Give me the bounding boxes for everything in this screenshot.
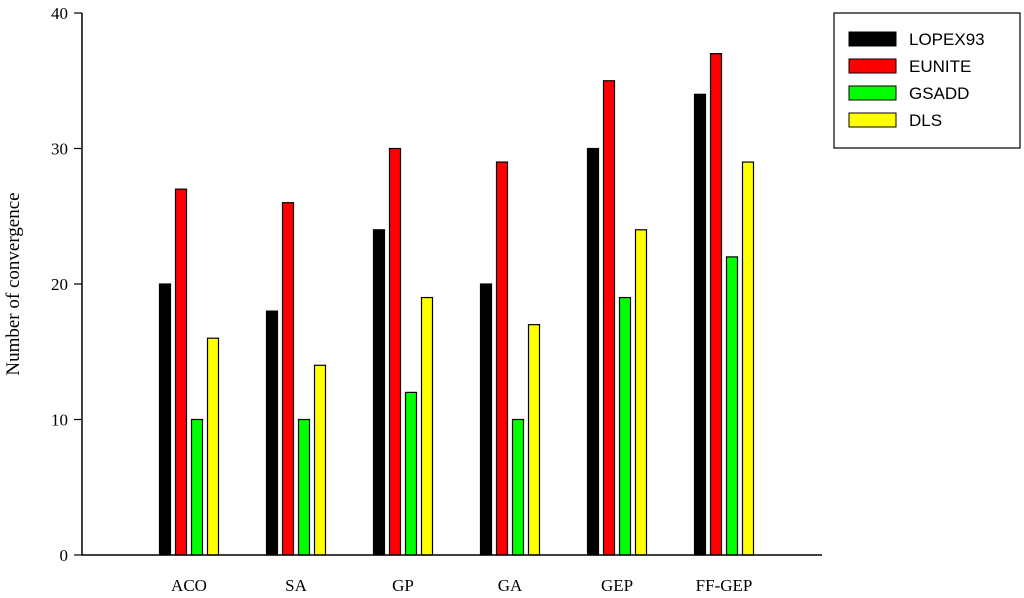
legend-swatch-dls	[848, 112, 897, 128]
x-tick-label: GEP	[601, 576, 633, 595]
bar-eunite-ga	[495, 161, 509, 556]
legend-swatch-eunite	[848, 58, 897, 74]
bar-gsadd-ga	[511, 418, 525, 556]
bar-dls-aco	[206, 337, 220, 556]
legend-label-eunite: EUNITE	[909, 57, 971, 76]
axes-layer: ACO SA GP GA GEP FF-GEP 0 10 20 30 40 Number of con…	[3, 4, 822, 595]
y-tick-label: 0	[60, 546, 69, 565]
bar-lopex93-aco	[158, 283, 172, 556]
bar-dls-ga	[527, 324, 541, 556]
y-axis-title: Number of convergence	[3, 192, 24, 375]
x-tick-label: GP	[392, 576, 414, 595]
bar-dls-gp	[420, 296, 434, 556]
legend-label-lopex93: LOPEX93	[909, 30, 985, 49]
x-tick-label: GA	[498, 576, 523, 595]
bar-gsadd-aco	[190, 418, 204, 556]
bar-eunite-gep	[602, 80, 616, 556]
bar-gsadd-gp	[404, 391, 418, 556]
x-tick-label: SA	[285, 576, 307, 595]
bars-layer	[158, 53, 755, 556]
bar-lopex93-gep	[586, 147, 600, 556]
x-tick-label: ACO	[171, 576, 207, 595]
legend-label-gsadd: GSADD	[909, 84, 969, 103]
bar-eunite-ff-gep	[709, 53, 723, 556]
y-tick-label: 20	[51, 275, 68, 294]
bar-dls-gep	[634, 229, 648, 556]
x-tick-label: FF-GEP	[696, 576, 753, 595]
legend-swatch-lopex93	[848, 31, 897, 47]
bar-eunite-gp	[388, 147, 402, 556]
bar-eunite-aco	[174, 188, 188, 556]
bar-eunite-sa	[281, 202, 295, 556]
legend-label-dls: DLS	[909, 111, 942, 130]
bar-lopex93-ga	[479, 283, 493, 556]
bar-dls-sa	[313, 364, 327, 556]
bar-lopex93-gp	[372, 229, 386, 556]
y-tick-label: 30	[51, 140, 68, 159]
y-tick-label: 10	[51, 411, 68, 430]
bar-gsadd-gep	[618, 296, 632, 556]
y-tick-label: 40	[51, 4, 68, 23]
bar-dls-ff-gep	[741, 161, 755, 556]
legend-swatch-gsadd	[848, 85, 897, 101]
bar-lopex93-ff-gep	[693, 93, 707, 556]
bar-lopex93-sa	[265, 310, 279, 556]
bar-gsadd-sa	[297, 418, 311, 556]
bar-gsadd-ff-gep	[725, 256, 739, 556]
legend: LOPEX93 EUNITE GSADD DLS	[833, 12, 1021, 149]
